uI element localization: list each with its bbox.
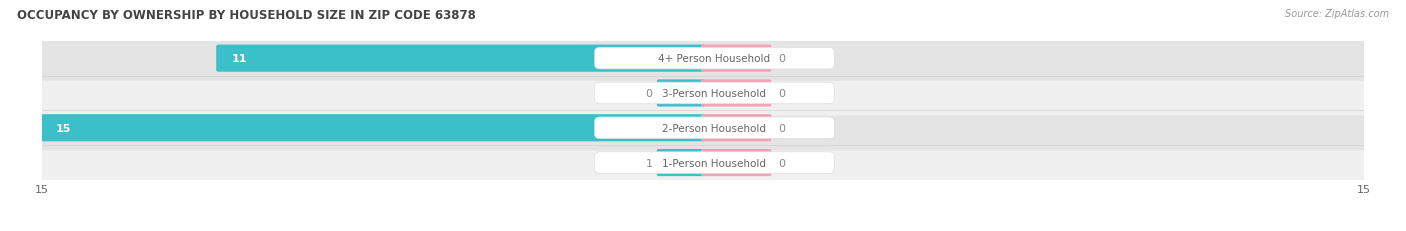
FancyBboxPatch shape — [595, 83, 834, 104]
Text: 2-Person Household: 2-Person Household — [662, 123, 766, 133]
Text: 0: 0 — [778, 88, 785, 99]
FancyBboxPatch shape — [595, 152, 834, 174]
Text: 0: 0 — [778, 158, 785, 168]
Text: 11: 11 — [232, 54, 247, 64]
Text: 0: 0 — [645, 88, 652, 99]
FancyBboxPatch shape — [700, 45, 772, 73]
Text: OCCUPANCY BY OWNERSHIP BY HOUSEHOLD SIZE IN ZIP CODE 63878: OCCUPANCY BY OWNERSHIP BY HOUSEHOLD SIZE… — [17, 9, 475, 22]
FancyBboxPatch shape — [217, 45, 706, 73]
FancyBboxPatch shape — [657, 80, 706, 107]
FancyBboxPatch shape — [35, 36, 1371, 82]
Text: 0: 0 — [778, 54, 785, 64]
FancyBboxPatch shape — [700, 149, 772, 176]
FancyBboxPatch shape — [657, 149, 706, 176]
FancyBboxPatch shape — [35, 140, 1371, 185]
FancyBboxPatch shape — [700, 115, 772, 142]
Text: 4+ Person Household: 4+ Person Household — [658, 54, 770, 64]
Text: 0: 0 — [778, 123, 785, 133]
Text: Source: ZipAtlas.com: Source: ZipAtlas.com — [1285, 9, 1389, 19]
Text: 15: 15 — [55, 123, 70, 133]
FancyBboxPatch shape — [39, 115, 706, 142]
FancyBboxPatch shape — [595, 118, 834, 139]
Text: 1: 1 — [645, 158, 652, 168]
FancyBboxPatch shape — [700, 80, 772, 107]
FancyBboxPatch shape — [35, 106, 1371, 151]
FancyBboxPatch shape — [595, 48, 834, 70]
FancyBboxPatch shape — [35, 71, 1371, 116]
Text: 3-Person Household: 3-Person Household — [662, 88, 766, 99]
Text: 1-Person Household: 1-Person Household — [662, 158, 766, 168]
